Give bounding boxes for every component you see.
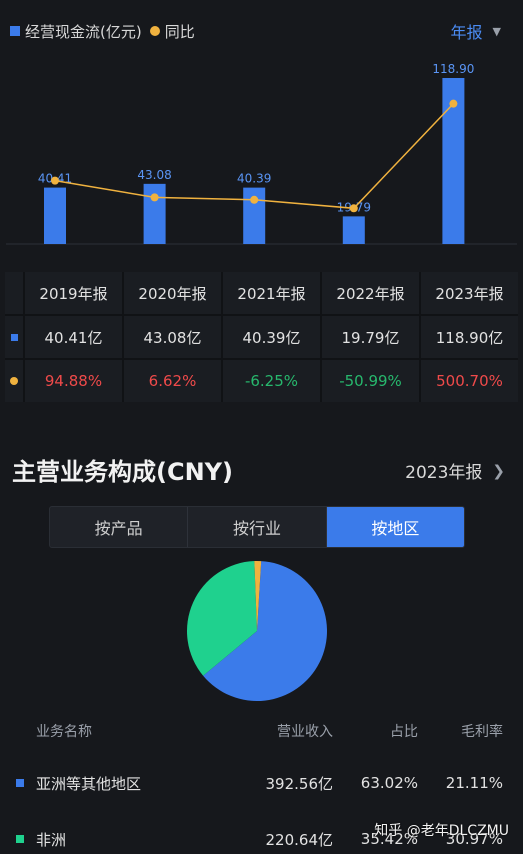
tab-by-region[interactable]: 按地区 (326, 507, 464, 547)
table-cell-value: 43.08亿 (124, 316, 221, 358)
header-share: 占比 (390, 724, 418, 740)
legend-yoy-label: 同比 (164, 22, 195, 41)
watermark: 知乎 @老年DLCZMU (374, 823, 509, 839)
table-cell-yoy: 500.70% (421, 360, 518, 402)
bar-value-label: 118.90 (432, 62, 474, 76)
chart-legend: 经营现金流(亿元) 同比 (10, 20, 195, 42)
line-series-marker (149, 26, 160, 36)
period-label: 年报 (450, 23, 483, 42)
table-corner (5, 272, 23, 314)
row-share: 63.02% (360, 774, 418, 792)
yoy-point-2020年报[interactable] (150, 193, 159, 202)
period-selector[interactable]: 年报 ▼ (451, 20, 501, 42)
row-share: 35.42% (360, 830, 418, 848)
tab-by-product[interactable]: 按产品 (50, 507, 189, 547)
row-gross-margin: 21.11% (445, 774, 503, 792)
bar-2019年报[interactable] (44, 187, 66, 244)
row-color-marker (16, 835, 24, 843)
table-cell-yoy: -50.99% (322, 360, 419, 402)
bar-2022年报[interactable] (342, 216, 365, 244)
yoy-row-marker (5, 360, 23, 402)
chevron-right-icon: ❯ (492, 461, 505, 480)
section-title: 主营业务构成(CNY) (12, 458, 234, 486)
bar-2020年报[interactable] (143, 183, 166, 244)
yoy-point-2023年报[interactable] (449, 99, 458, 108)
legend-cashflow-label: 经营现金流(亿元) (25, 22, 142, 41)
table-header-2019: 2019年报 (25, 272, 122, 314)
table-cell-yoy: 6.62% (124, 360, 221, 402)
list-header: 业务名称 营业收入 占比 毛利率 (0, 720, 523, 742)
pie-slice-2[interactable] (254, 561, 262, 631)
row-revenue: 392.56亿 (265, 774, 334, 793)
pie-slice-1[interactable] (187, 561, 257, 676)
row-gross-margin: 30.97% (445, 830, 503, 848)
yoy-point-2022年报[interactable] (349, 204, 358, 213)
section-year-label: 2023年报 (405, 463, 483, 483)
region-pie-chart (187, 561, 327, 701)
header-gross-margin: 毛利率 (461, 724, 503, 740)
header-revenue: 营业收入 (277, 724, 333, 740)
cashflow-row-marker (5, 316, 23, 358)
table-cell-yoy: -6.25% (223, 360, 320, 402)
yoy-point-2021年报[interactable] (250, 195, 259, 204)
table-header-2021: 2021年报 (223, 272, 320, 314)
table-cell-value: 40.39亿 (223, 316, 320, 358)
row-revenue: 220.64亿 (265, 830, 334, 849)
bar-2021年报[interactable] (243, 187, 266, 244)
yoy-point-2019年报[interactable] (51, 176, 59, 185)
bar-value-label: 43.08 (137, 168, 171, 182)
table-header-2020: 2020年报 (124, 272, 221, 314)
bar-value-label: 40.39 (237, 172, 271, 186)
segment-tabs: 按产品 按行业 按地区 (49, 506, 465, 548)
bar-2023年报[interactable] (442, 78, 465, 244)
table-cell-value: 118.90亿 (421, 316, 518, 358)
row-name: 亚洲等其他地区 (36, 774, 142, 793)
table-header-2023: 2023年报 (421, 272, 518, 314)
row-name: 非洲 (36, 830, 67, 849)
caret-down-icon: ▼ (492, 24, 501, 38)
list-item[interactable]: 非洲 220.64亿 35.42% 30.97% (0, 826, 523, 852)
table-cell-yoy: 94.88% (25, 360, 122, 402)
table-header-2022: 2022年报 (322, 272, 419, 314)
list-item[interactable]: 亚洲等其他地区 392.56亿 63.02% 21.11% (0, 770, 523, 796)
tab-by-industry[interactable]: 按行业 (188, 507, 327, 547)
table-cell-value: 19.79亿 (322, 316, 419, 358)
bar-series-marker (10, 26, 20, 36)
row-color-marker (16, 779, 24, 787)
table-cell-value: 40.41亿 (25, 316, 122, 358)
header-business-name: 业务名称 (36, 724, 92, 740)
section-year-selector[interactable]: 2023年报 ❯ (405, 458, 505, 484)
pie-slice-0[interactable] (203, 561, 327, 701)
cashflow-table: 2019年报 2020年报 2021年报 2022年报 2023年报 40.41… (5, 272, 518, 402)
